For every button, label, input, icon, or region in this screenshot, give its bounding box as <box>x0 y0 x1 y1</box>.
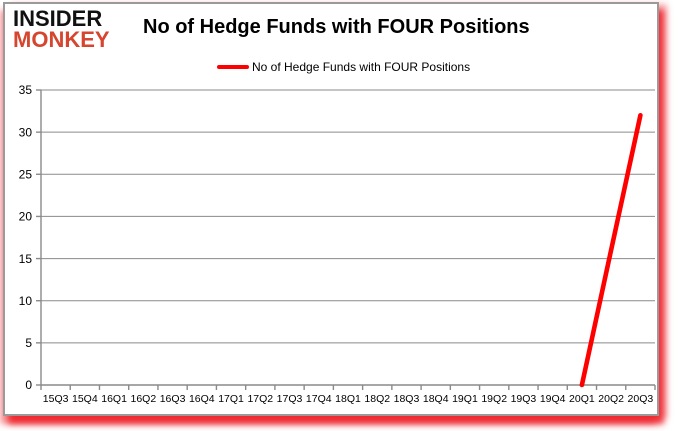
chart-title: No of Hedge Funds with FOUR Positions <box>143 16 530 38</box>
y-tick-label: 15 <box>19 252 33 266</box>
insider-monkey-logo: INSIDER MONKEY <box>13 6 110 52</box>
x-tick-label: 19Q1 <box>452 393 478 405</box>
x-tick-label: 17Q1 <box>218 393 244 405</box>
y-tick-label: 10 <box>19 294 33 308</box>
x-tick-label: 18Q3 <box>394 393 420 405</box>
y-tick-label: 35 <box>19 83 33 97</box>
x-tick-label: 20Q1 <box>569 393 595 405</box>
x-tick-label: 18Q2 <box>364 393 390 405</box>
data-line-hedge-funds <box>579 113 643 388</box>
x-tick-label: 20Q3 <box>628 393 654 405</box>
x-tick-label: 18Q4 <box>423 393 449 405</box>
x-tick-label: 19Q3 <box>511 393 537 405</box>
logo-word-insider: INSIDER <box>13 6 103 31</box>
x-tick-label: 17Q3 <box>277 393 303 405</box>
y-tick-label: 30 <box>19 125 33 139</box>
y-tick-label: 5 <box>25 336 32 350</box>
x-tick-label: 19Q4 <box>540 393 566 405</box>
x-tick-label: 16Q2 <box>130 393 156 405</box>
legend-label: No of Hedge Funds with FOUR Positions <box>252 60 471 74</box>
x-tick-label: 16Q3 <box>160 393 186 405</box>
chart-legend: No of Hedge Funds with FOUR Positions <box>217 60 470 74</box>
x-tick-label: 18Q1 <box>335 393 361 405</box>
x-tick-label: 17Q2 <box>247 393 273 405</box>
logo-word-monkey: MONKEY <box>13 26 110 52</box>
x-tick-label: 19Q2 <box>481 393 507 405</box>
x-tick-label: 16Q4 <box>189 393 215 405</box>
chart-card: INSIDER MONKEY No of Hedge Funds with FO… <box>3 2 659 416</box>
y-tick-label: 0 <box>25 378 32 392</box>
legend-line-swatch-icon <box>217 65 249 69</box>
y-tick-label: 20 <box>19 210 33 224</box>
x-tick-label: 17Q4 <box>306 393 332 405</box>
y-tick-label: 25 <box>19 167 33 181</box>
x-tick-label: 20Q2 <box>598 393 624 405</box>
x-tick-label: 16Q1 <box>101 393 127 405</box>
x-tick-label: 15Q4 <box>72 393 98 405</box>
x-tick-label: 15Q3 <box>43 393 69 405</box>
